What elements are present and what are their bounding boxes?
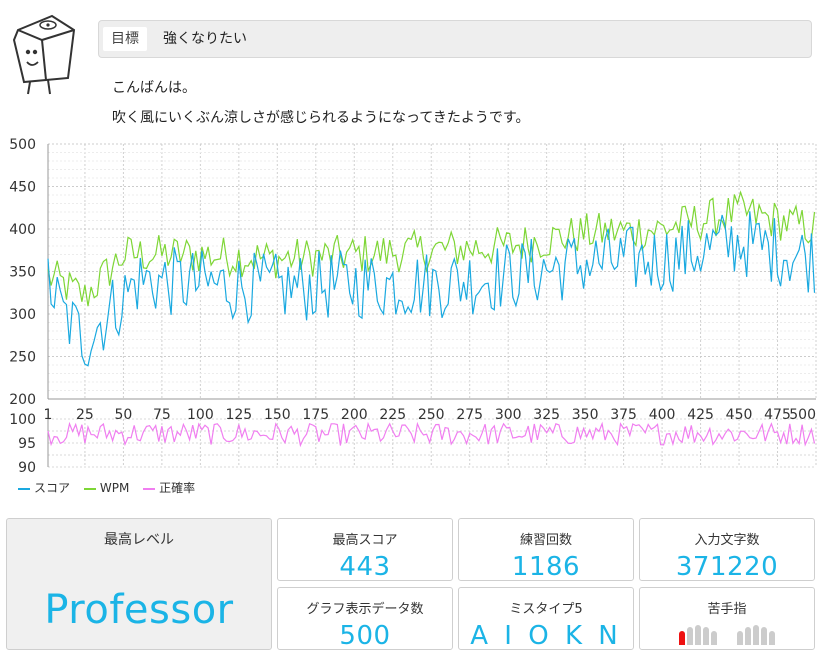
left-hand-icon <box>679 623 717 645</box>
x-tick-label: 375 <box>610 407 637 423</box>
x-tick-label: 350 <box>572 407 599 423</box>
series-score-line <box>47 211 816 367</box>
y-tick-label: 95 <box>18 436 36 452</box>
legend-score-swatch <box>18 487 30 490</box>
x-tick-label: 175 <box>302 407 329 423</box>
x-tick-label: 450 <box>726 407 753 423</box>
x-tick-label: 200 <box>341 407 368 423</box>
x-tick-label: 125 <box>225 407 252 423</box>
x-tick-label: 100 <box>187 407 214 423</box>
max-level-label: 最高レベル <box>104 532 174 548</box>
x-tick-label: 425 <box>687 407 714 423</box>
graph-data-card: グラフ表示データ数 500 <box>277 587 453 651</box>
max-score-value: 443 <box>339 552 391 582</box>
series-accuracy-line <box>47 421 816 448</box>
left-finger-1-icon <box>679 631 685 645</box>
mascot-icon <box>12 14 76 95</box>
legend-accuracy: 正確率 <box>143 479 195 496</box>
max-level-value: Professor <box>44 587 234 633</box>
max-level-card: 最高レベル Professor <box>6 518 272 650</box>
legend-wpm-swatch <box>83 487 96 490</box>
chart-legend: スコア WPM 正確率 <box>18 479 205 496</box>
left-finger-2-icon <box>687 627 693 645</box>
legend-wpm: WPM <box>83 481 129 495</box>
left-finger-4-icon <box>703 627 709 645</box>
weak-finger-label: 苦手指 <box>707 602 747 617</box>
y-tick-label: 350 <box>9 265 36 281</box>
goal-bar: 目標 強くなりたい <box>98 20 812 58</box>
weak-finger-card: 苦手指 <box>639 587 815 650</box>
x-tick-label: 325 <box>533 407 560 423</box>
y-tick-label: 250 <box>9 350 36 366</box>
right-finger-2-icon <box>745 627 751 645</box>
max-score-card: 最高スコア 443 <box>277 518 453 582</box>
chars-value: 371220 <box>675 552 779 582</box>
chars-label: 入力文字数 <box>694 533 760 548</box>
practice-count-value: 1186 <box>511 552 581 582</box>
y-tick-label: 300 <box>9 307 36 323</box>
y-tick-label: 500 <box>9 137 36 153</box>
x-tick-label: 150 <box>264 407 291 423</box>
practice-count-label: 練習回数 <box>519 533 572 548</box>
y-tick-label: 90 <box>18 460 36 476</box>
x-tick-label: 475 <box>764 407 791 423</box>
right-finger-1-icon <box>737 631 743 645</box>
mistype-card: ミスタイプ5 A I O K N <box>458 587 634 651</box>
right-finger-4-icon <box>761 627 767 645</box>
left-finger-3-icon <box>695 625 701 645</box>
x-tick-label: 50 <box>115 407 133 423</box>
x-tick-label: 75 <box>153 407 171 423</box>
y-tick-label: 450 <box>9 180 36 196</box>
left-finger-5-icon <box>711 631 717 645</box>
finger-diagram <box>640 623 814 645</box>
x-tick-label: 1 <box>44 407 53 423</box>
legend-accuracy-swatch <box>143 487 156 490</box>
y-tick-label: 400 <box>9 222 36 238</box>
greeting-line-2: 吹く風にいくぶん涼しさが感じられるようになってきたようです。 <box>112 110 530 126</box>
y-tick-label: 200 <box>9 392 36 408</box>
x-tick-label: 250 <box>418 407 445 423</box>
graph-data-label: グラフ表示データ数 <box>306 602 424 617</box>
graph-data-value: 500 <box>339 621 391 651</box>
x-tick-label: 400 <box>649 407 676 423</box>
x-tick-label: 25 <box>76 407 94 423</box>
x-tick-label: 275 <box>456 407 483 423</box>
greeting-line-1: こんばんは。 <box>112 80 196 96</box>
y-tick-label: 100 <box>9 412 36 428</box>
max-score-label: 最高スコア <box>332 533 398 548</box>
legend-score: スコア <box>18 479 70 496</box>
goal-tag: 目標 <box>103 27 147 51</box>
goal-text: 強くなりたい <box>163 31 247 47</box>
mistype-label: ミスタイプ5 <box>509 602 583 617</box>
right-finger-3-icon <box>753 625 759 645</box>
chars-card: 入力文字数 371220 <box>639 518 815 582</box>
x-tick-label: 500 <box>789 407 816 423</box>
x-tick-label: 225 <box>379 407 406 423</box>
mistype-value: A I O K N <box>470 621 622 651</box>
practice-count-card: 練習回数 1186 <box>458 518 634 582</box>
right-finger-5-icon <box>769 631 775 645</box>
right-hand-icon <box>737 623 775 645</box>
x-tick-label: 300 <box>495 407 522 423</box>
series-wpm-line <box>47 190 816 307</box>
